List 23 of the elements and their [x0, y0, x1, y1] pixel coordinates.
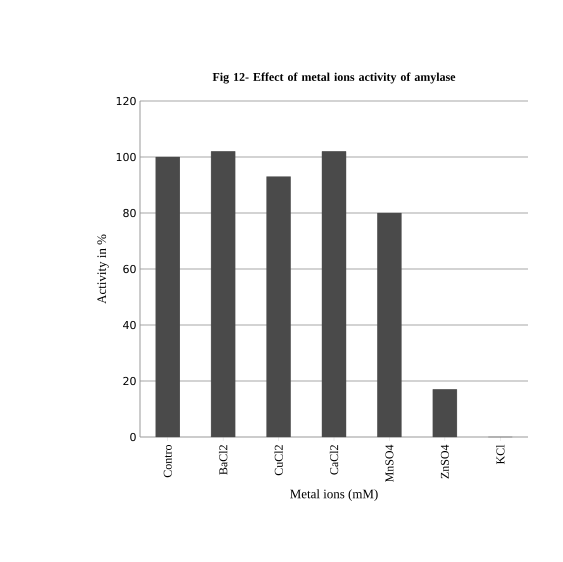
bar — [156, 156, 180, 438]
y-tick-label: 80 — [123, 208, 136, 218]
x-tick-label: Contro — [164, 444, 172, 478]
x-tick-label: KCl — [496, 444, 504, 464]
chart-title: Fig 12- Effect of metal ions activity of amylase — [212, 72, 456, 84]
bar — [210, 151, 236, 438]
bar — [432, 389, 458, 438]
x-tick-label: BaCl2 — [218, 445, 228, 475]
x-tick-label: ZnSO4 — [440, 444, 449, 478]
bar — [322, 151, 346, 438]
y-tick-label: 40 — [123, 320, 136, 330]
y-tick-label: 100 — [116, 152, 136, 162]
x-tick-label: CuCl2 — [274, 445, 283, 476]
y-tick-label: 0 — [130, 432, 136, 442]
y-tick-label: 120 — [116, 96, 136, 106]
y-tick-label: 20 — [123, 376, 136, 386]
x-axis-title: Metal ions (mM) — [290, 489, 378, 501]
bar — [377, 212, 402, 438]
y-axis-title: Activity in % — [97, 234, 109, 304]
x-tick-label: MnSO4 — [385, 444, 394, 482]
x-tick-label: CaCl2 — [330, 445, 338, 475]
y-tick-label: 60 — [123, 264, 136, 274]
bar — [266, 176, 291, 438]
